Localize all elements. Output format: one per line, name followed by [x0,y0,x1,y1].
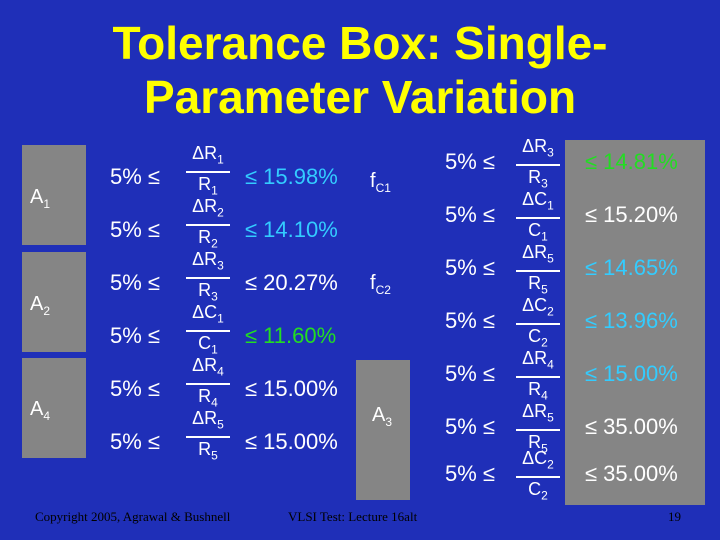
left-row-1-lower: 5% ≤ [110,164,160,189]
left-row-2-fraction: ΔR2 R2 [180,196,236,253]
left-row-3-lower: 5% ≤ [110,270,160,295]
right-panel [565,140,705,505]
right-row-3-upper: ≤ 14.65% [585,255,678,280]
right-row-4-lower: 5% ≤ [445,308,495,333]
right-row-3-fraction: ΔR5 R5 [510,242,566,299]
right-row-2-fraction: ΔC1 C1 [510,189,566,246]
right-row-3-lower: 5% ≤ [445,255,495,280]
left-row-5-lower: 5% ≤ [110,376,160,401]
left-row-3-upper: ≤ 20.27% [245,270,338,295]
left-panel-a2 [22,252,86,352]
left-row-1-fraction: ΔR1 R1 [180,143,236,200]
right-row-4-fraction: ΔC2 C2 [510,295,566,352]
left-row-6-lower: 5% ≤ [110,429,160,454]
right-row-5-lower: 5% ≤ [445,361,495,386]
right-row-6-lower: 5% ≤ [445,414,495,439]
left-row-4-fraction: ΔC1 C1 [180,302,236,359]
right-row-2-upper: ≤ 15.20% [585,202,678,227]
label-a1: A1 [30,186,51,211]
left-row-6-upper: ≤ 15.00% [245,429,338,454]
footer-page-number: 19 [668,509,681,524]
title-line-2: Parameter Variation [143,71,577,123]
right-row-1-upper: ≤ 14.81% [585,149,678,174]
left-row-1-upper: ≤ 15.98% [245,164,338,189]
right-row-4-upper: ≤ 13.96% [585,308,678,333]
left-panel-a1 [22,145,86,245]
label-a4: A4 [30,398,51,423]
title-line-1: Tolerance Box: Single- [112,17,608,69]
label-fc1: fC1 [370,170,391,195]
label-fc2: fC2 [370,272,391,297]
left-row-5-fraction: ΔR4 R4 [180,355,236,412]
left-row-4-upper: ≤ 11.60% [245,323,337,348]
left-row-3-fraction: ΔR3 R3 [180,249,236,306]
left-row-6-fraction: ΔR5 R5 [180,408,236,465]
mid-panel-a3 [356,360,410,500]
footer-copyright: Copyright 2005, Agrawal & Bushnell [35,509,231,524]
left-row-4-lower: 5% ≤ [110,323,160,348]
right-row-5-fraction: ΔR4 R4 [510,348,566,405]
right-row-6-upper: ≤ 35.00% [585,414,678,439]
right-row-6-fraction: ΔR5 R5 [510,401,566,458]
label-a3: A3 [372,404,393,429]
right-row-1-lower: 5% ≤ [445,149,495,174]
left-row-2-upper: ≤ 14.10% [245,217,338,242]
left-panel-a4 [22,358,86,458]
right-row-7-fraction: ΔC2 C2 [510,448,566,505]
label-a2: A2 [30,293,51,318]
right-row-7-upper: ≤ 35.00% [585,461,678,486]
right-row-1-fraction: ΔR3 R3 [510,136,566,193]
right-row-5-upper: ≤ 15.00% [585,361,678,386]
left-row-2-lower: 5% ≤ [110,217,160,242]
right-row-7-lower: 5% ≤ [445,461,495,486]
left-row-5-upper: ≤ 15.00% [245,376,338,401]
right-row-2-lower: 5% ≤ [445,202,495,227]
footer-lecture: VLSI Test: Lecture 16alt [288,509,418,524]
